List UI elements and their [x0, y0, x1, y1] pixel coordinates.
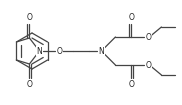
Text: N: N	[37, 47, 42, 56]
Text: O: O	[26, 13, 32, 22]
Text: O: O	[145, 33, 151, 41]
Text: O: O	[145, 60, 151, 70]
Text: O: O	[26, 80, 32, 89]
Text: O: O	[128, 13, 134, 22]
Text: O: O	[56, 47, 62, 56]
Text: O: O	[128, 80, 134, 89]
Text: N: N	[98, 47, 104, 56]
